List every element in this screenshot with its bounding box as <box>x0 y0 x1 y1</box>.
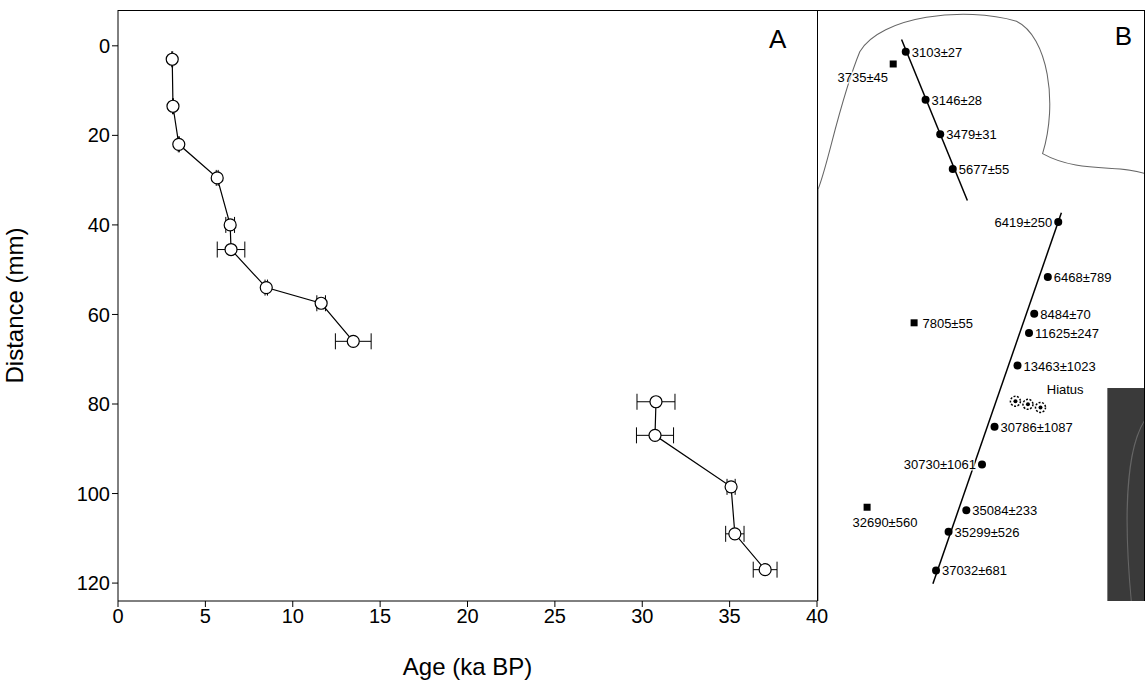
svg-text:120: 120 <box>77 572 110 594</box>
svg-text:15: 15 <box>369 605 391 627</box>
svg-text:8484±70: 8484±70 <box>1040 307 1091 322</box>
svg-text:80: 80 <box>88 393 110 415</box>
svg-text:20: 20 <box>456 605 478 627</box>
svg-text:35084±233: 35084±233 <box>972 503 1037 518</box>
svg-text:10: 10 <box>282 605 304 627</box>
svg-text:40: 40 <box>88 214 110 236</box>
svg-text:7805±55: 7805±55 <box>922 316 973 331</box>
svg-text:0: 0 <box>112 605 123 627</box>
svg-text:35299±526: 35299±526 <box>955 525 1020 540</box>
svg-text:6468±789: 6468±789 <box>1054 270 1112 285</box>
svg-text:32690±560: 32690±560 <box>852 515 917 530</box>
html-text:A: A <box>769 24 787 54</box>
svg-text:30730±1061: 30730±1061 <box>904 457 976 472</box>
svg-text:B: B <box>1115 21 1132 51</box>
svg-text:100: 100 <box>77 483 110 505</box>
svg-text:13463±1023: 13463±1023 <box>1024 359 1096 374</box>
svg-text:3735±45: 3735±45 <box>837 70 888 85</box>
svg-text:Distance (mm): Distance (mm) <box>1 227 28 383</box>
svg-text:Hiatus: Hiatus <box>1047 382 1084 397</box>
svg-text:5: 5 <box>200 605 211 627</box>
svg-text:40: 40 <box>806 605 828 627</box>
svg-text:3479±31: 3479±31 <box>946 127 997 142</box>
svg-text:35: 35 <box>719 605 741 627</box>
svg-text:0: 0 <box>99 35 110 57</box>
svg-text:30: 30 <box>631 605 653 627</box>
svg-text:25: 25 <box>544 605 566 627</box>
svg-text:Age (ka BP): Age (ka BP) <box>403 653 532 680</box>
svg-text:37032±681: 37032±681 <box>942 563 1007 578</box>
svg-text:20: 20 <box>88 124 110 146</box>
svg-text:3103±27: 3103±27 <box>912 45 963 60</box>
svg-text:11625±247: 11625±247 <box>1035 326 1099 341</box>
svg-text:60: 60 <box>88 304 110 326</box>
svg-text:5677±55: 5677±55 <box>959 162 1010 177</box>
svg-text:6419±250: 6419±250 <box>995 215 1053 230</box>
svg-text:3146±28: 3146±28 <box>932 93 983 108</box>
svg-text:30786±1087: 30786±1087 <box>1001 420 1073 435</box>
